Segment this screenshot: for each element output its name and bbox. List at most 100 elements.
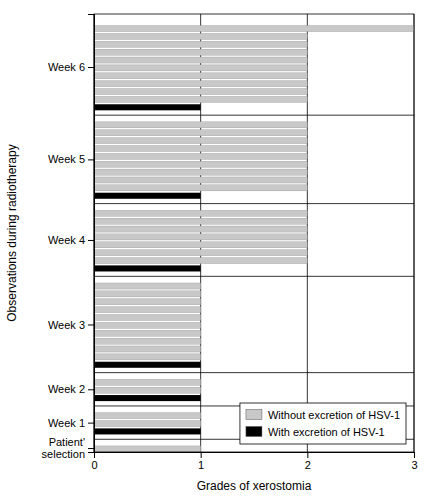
bar: [94, 307, 201, 313]
bar: [94, 81, 307, 87]
tick-label-line: Week 2: [48, 383, 85, 395]
bar: [94, 283, 201, 289]
grid: [94, 14, 414, 452]
bar: [94, 49, 307, 55]
tick-mark: [88, 448, 94, 449]
legend-item: Without excretion of HSV-1: [246, 409, 400, 421]
bar: [94, 314, 201, 320]
plot: 0 1 2 3 Patient'selection Week 1 Week 2 Week 3 W…: [42, 14, 418, 471]
bar: [94, 420, 201, 426]
bar: [94, 322, 201, 328]
bar: [94, 413, 201, 419]
tick-label-line: Week 4: [48, 234, 85, 246]
tick: Week 6: [48, 61, 94, 73]
separators: [94, 115, 414, 439]
bar: [94, 330, 201, 336]
bar: [94, 218, 307, 224]
tick-label: 0: [91, 459, 97, 471]
tick-label-line: Week 6: [48, 61, 85, 73]
bar: [94, 138, 307, 144]
tick-label: Week 6: [48, 61, 85, 73]
tick-label: Week 4: [48, 234, 85, 246]
legend-box: [240, 403, 406, 444]
legend-swatch: [246, 426, 262, 436]
bar: [94, 242, 307, 248]
legend: Without excretion of HSV-1 With excretion…: [240, 403, 406, 444]
bar: [94, 122, 307, 128]
bar: [94, 362, 201, 368]
bar: [94, 299, 201, 305]
y-axis-title: Observations during radiotherapy: [5, 144, 19, 321]
bar: [94, 226, 307, 232]
tick-label-line: Patient': [49, 436, 85, 448]
bar: [94, 145, 307, 151]
group-separator: [94, 203, 414, 204]
plot-frame: [94, 14, 414, 452]
axis-line: [88, 15, 95, 453]
bar: [94, 234, 307, 240]
tick-mark: [88, 159, 94, 160]
bar: [94, 258, 307, 264]
bar: [94, 395, 201, 401]
bar: [94, 265, 201, 271]
bar: [94, 193, 201, 199]
tick: 2: [305, 452, 311, 471]
tick-mark: [88, 240, 94, 241]
bar: [94, 89, 307, 95]
bar: [94, 41, 307, 47]
tick-mark: [414, 452, 415, 458]
y-axis: Patient'selection Week 1 Week 2 Week 3 Week …: [42, 15, 95, 461]
tick: Week 4: [48, 234, 94, 246]
tick: Patient'selection: [42, 436, 94, 460]
tick-label: 2: [305, 459, 311, 471]
bar: [94, 130, 307, 136]
bar: [94, 338, 201, 344]
bar: [94, 104, 201, 110]
bar: [94, 379, 201, 385]
bar: [94, 210, 307, 216]
tick: Week 1: [48, 417, 94, 429]
bar: [94, 153, 307, 159]
grid-line: [200, 14, 201, 452]
tick-mark: [88, 423, 94, 424]
chart: 0 1 2 3 Patient'selection Week 1 Week 2 Week 3 W…: [0, 0, 428, 500]
bar: [94, 428, 201, 434]
legend-item: With excretion of HSV-1: [246, 426, 385, 438]
bar: [94, 177, 307, 183]
tick-mark: [88, 389, 94, 390]
tick-mark: [88, 324, 94, 325]
bar: [94, 346, 201, 352]
bar: [94, 57, 307, 63]
bar: [94, 291, 201, 297]
tick-mark: [201, 452, 202, 458]
bar: [94, 354, 201, 360]
tick-label: Patient'selection: [42, 436, 85, 460]
group-separator: [94, 276, 414, 277]
bar: [94, 33, 307, 39]
legend-label: Without excretion of HSV-1: [268, 409, 400, 421]
tick: 0: [91, 452, 97, 471]
bars: [94, 26, 414, 452]
tick: Week 5: [48, 153, 94, 165]
tick-label: Week 5: [48, 153, 85, 165]
grid-line: [307, 14, 308, 452]
tick: Week 2: [48, 383, 94, 395]
legend-swatch: [246, 409, 262, 419]
tick-label: 3: [411, 459, 417, 471]
bar: [94, 26, 414, 32]
bar: [94, 250, 307, 256]
bar: [94, 73, 307, 79]
tick-label-line: Week 1: [48, 417, 85, 429]
bar: [94, 185, 307, 191]
x-axis: 0 1 2 3: [91, 452, 417, 471]
group-separator: [94, 115, 414, 116]
tick-label-line: Week 3: [48, 318, 85, 330]
tick: Week 3: [48, 318, 94, 330]
bar: [94, 96, 307, 102]
tick-label-line: selection: [42, 448, 85, 460]
tick-mark: [307, 452, 308, 458]
tick: 1: [198, 452, 204, 471]
bar: [94, 446, 201, 452]
tick-label: Week 3: [48, 318, 85, 330]
tick-label: Week 2: [48, 383, 85, 395]
